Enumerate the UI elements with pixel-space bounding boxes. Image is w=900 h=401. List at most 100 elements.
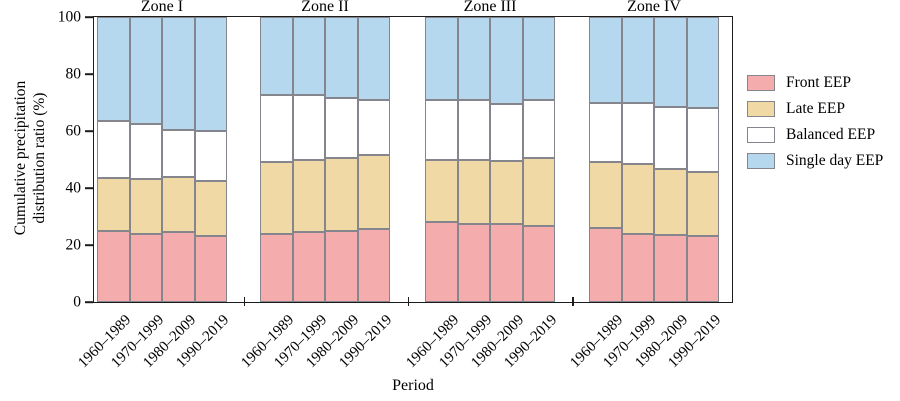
single-eep-segment xyxy=(654,17,687,107)
legend-label: Front EEP xyxy=(786,73,852,91)
y-tick-mark xyxy=(85,301,93,303)
front-eep-segment xyxy=(589,227,622,302)
y-tick-mark xyxy=(85,73,93,75)
stacked-bar xyxy=(357,17,390,302)
single-eep-segment xyxy=(522,17,555,100)
front-eep-segment xyxy=(129,233,162,302)
late-eep-segment xyxy=(686,172,719,237)
balanced-eep-segment xyxy=(522,99,555,159)
balanced-eep-segment xyxy=(194,131,227,181)
front-eep-segment xyxy=(490,223,523,302)
late-eep-segment xyxy=(162,176,195,233)
stacked-bar xyxy=(654,17,687,302)
single-eep-segment xyxy=(357,17,390,100)
zone-title: Zone II xyxy=(301,0,349,15)
legend-label: Single day EEP xyxy=(786,151,884,169)
late-eep-segment xyxy=(589,162,622,228)
stacked-bar xyxy=(686,17,719,302)
single-eep-segment xyxy=(292,17,325,96)
single-eep-segment xyxy=(97,17,130,122)
front-eep-segment xyxy=(457,223,490,302)
late-eep-segment xyxy=(357,155,390,230)
stacked-bar xyxy=(621,17,654,302)
late-eep-segment xyxy=(425,159,458,223)
zone-title: Zone I xyxy=(140,0,184,15)
late-eep-segment xyxy=(522,158,555,227)
legend-label: Balanced EEP xyxy=(786,125,876,143)
y-tick-label: 100 xyxy=(57,8,81,26)
balanced-eep-segment xyxy=(589,102,622,163)
single-eep-swatch xyxy=(747,152,775,169)
zone-title: Zone III xyxy=(463,0,517,15)
y-axis-title-line1: Cumulative precipitation xyxy=(12,80,29,236)
stacked-bar xyxy=(457,17,490,302)
front-eep-segment xyxy=(194,236,227,302)
balanced-eep-segment xyxy=(260,95,293,163)
balanced-eep-segment xyxy=(357,99,390,156)
y-tick-label: 20 xyxy=(65,236,82,254)
balanced-eep-segment xyxy=(162,129,195,177)
stacked-bar xyxy=(522,17,555,302)
balanced-eep-segment xyxy=(621,102,654,164)
balanced-eep-segment xyxy=(686,108,719,173)
single-eep-segment xyxy=(260,17,293,96)
stacked-bar xyxy=(589,17,622,302)
late-eep-segment xyxy=(129,179,162,234)
late-eep-segment xyxy=(97,178,130,231)
late-eep-segment xyxy=(457,159,490,224)
balanced-eep-segment xyxy=(325,98,358,159)
single-eep-segment xyxy=(425,17,458,100)
front-eep-segment xyxy=(686,236,719,302)
front-eep-segment xyxy=(522,226,555,302)
balanced-eep-segment xyxy=(654,106,687,170)
late-eep-segment xyxy=(325,158,358,231)
stacked-bar xyxy=(425,17,458,302)
y-tick-label: 60 xyxy=(65,122,82,140)
x-axis-group-tick xyxy=(243,297,246,306)
late-eep-segment xyxy=(260,162,293,234)
balanced-eep-segment xyxy=(129,123,162,180)
front-eep-segment xyxy=(357,229,390,302)
balanced-eep-swatch xyxy=(747,126,775,143)
front-eep-segment xyxy=(260,233,293,302)
front-eep-segment xyxy=(654,235,687,302)
stacked-bar xyxy=(129,17,162,302)
stacked-bar xyxy=(97,17,130,302)
stacked-bar xyxy=(490,17,523,302)
y-tick-label: 40 xyxy=(65,179,82,197)
stacked-bar xyxy=(194,17,227,302)
balanced-eep-segment xyxy=(292,95,325,160)
y-tick-mark xyxy=(85,244,93,246)
single-eep-segment xyxy=(194,17,227,131)
stacked-bar xyxy=(162,17,195,302)
zone-title: Zone IV xyxy=(627,0,681,15)
balanced-eep-segment xyxy=(457,99,490,160)
single-eep-segment xyxy=(589,17,622,103)
y-axis-title: Cumulative precipitation distribution ra… xyxy=(11,81,49,236)
y-tick-mark xyxy=(85,130,93,132)
y-tick-label: 80 xyxy=(65,65,82,83)
x-axis-title: Period xyxy=(392,377,434,394)
balanced-eep-segment xyxy=(490,103,523,161)
single-eep-segment xyxy=(490,17,523,104)
stacked-bar xyxy=(292,17,325,302)
front-eep-segment xyxy=(621,233,654,302)
front-eep-segment xyxy=(425,222,458,302)
x-axis-group-tick xyxy=(407,297,410,306)
late-eep-swatch xyxy=(747,100,775,117)
single-eep-segment xyxy=(457,17,490,100)
plot-area: 0 20 40 60 80 100 Zone I 1960–1989 1970–1999 1980… xyxy=(58,0,733,371)
front-eep-segment xyxy=(292,232,325,302)
y-tick-mark xyxy=(85,187,93,189)
late-eep-segment xyxy=(490,160,523,224)
single-eep-segment xyxy=(325,17,358,99)
front-eep-swatch xyxy=(747,74,775,91)
balanced-eep-segment xyxy=(425,99,458,160)
single-eep-segment xyxy=(686,17,719,109)
single-eep-segment xyxy=(621,17,654,103)
front-eep-segment xyxy=(97,230,130,302)
late-eep-segment xyxy=(621,163,654,234)
late-eep-segment xyxy=(654,169,687,236)
y-axis-title-line2: distribution ratio (%) xyxy=(31,92,48,224)
